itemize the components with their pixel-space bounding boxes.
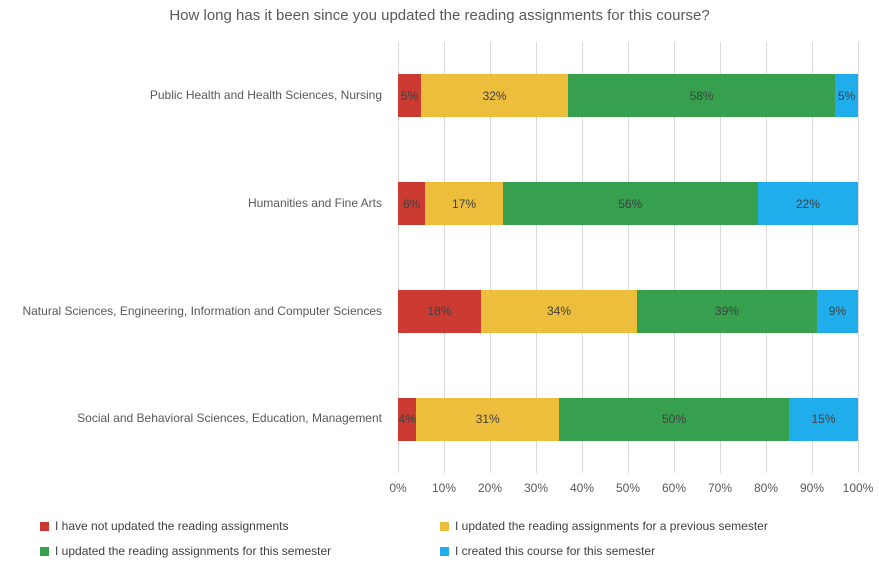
bar-data-label: 5% — [837, 88, 856, 103]
legend-item: I have not updated the reading assignmen… — [40, 519, 440, 533]
bar-data-label: 58% — [689, 88, 714, 103]
bar-segment: 31% — [416, 397, 559, 441]
bar-data-label: 22% — [795, 196, 820, 211]
category-label: Natural Sciences, Engineering, Informati… — [0, 258, 390, 366]
bar-segment: 22% — [757, 182, 858, 226]
x-tick-label: 100% — [842, 481, 874, 495]
bar-segment: 58% — [568, 74, 835, 118]
x-tick-label: 40% — [569, 481, 595, 495]
gridline — [444, 42, 445, 473]
bar-row: 5% 32% 58% 5% — [398, 74, 858, 118]
bar-segment: 34% — [480, 289, 638, 333]
gridline — [674, 42, 675, 473]
bar-row: 18% 34% 39% 9% — [398, 289, 859, 333]
legend: I have not updated the reading assignmen… — [40, 519, 852, 558]
x-tick-label: 80% — [753, 481, 779, 495]
bar-segment: 4% — [398, 397, 417, 441]
legend-item: I updated the reading assignments for a … — [440, 519, 852, 533]
bar-data-label: 15% — [811, 412, 836, 427]
bar-data-label: 31% — [475, 412, 500, 427]
bar-data-label: 5% — [400, 88, 419, 103]
bar-data-label: 4% — [398, 412, 416, 427]
bar-data-label: 50% — [661, 412, 687, 427]
x-tick-label: 90% — [799, 481, 825, 495]
chart-title: How long has it been since you updated t… — [169, 7, 710, 24]
bar-segment: 50% — [559, 397, 789, 441]
category-label-text: Public Health and Health Sciences, Nursi… — [149, 88, 382, 103]
legend-label: I updated the reading assignments for a … — [455, 519, 768, 533]
category-label: Humanities and Fine Arts — [0, 150, 390, 258]
x-axis: 0% 10% 20% 30% 40% 50% 60% 70% 80% 90% 100% — [0, 481, 879, 497]
bar-data-label: 18% — [427, 304, 452, 319]
legend-label: I have not updated the reading assignmen… — [55, 519, 289, 533]
x-tick-label: 20% — [477, 481, 503, 495]
category-label-text: Natural Sciences, Engineering, Informati… — [22, 303, 382, 318]
x-tick-label: 30% — [523, 481, 549, 495]
bar-segment: 15% — [789, 397, 858, 441]
legend-item: I created this course for this semester — [440, 544, 852, 558]
category-label-text: Humanities and Fine Arts — [247, 195, 382, 210]
bar-data-label: 56% — [618, 196, 643, 211]
bar-data-label: 32% — [482, 88, 507, 103]
bar-segment: 6% — [398, 182, 426, 226]
category-axis: Public Health and Health Sciences, Nursi… — [0, 42, 390, 473]
gridline — [536, 42, 537, 473]
bar-data-label: 6% — [402, 196, 421, 211]
gridline — [628, 42, 629, 473]
legend-swatch — [440, 521, 449, 531]
category-label: Social and Behavioral Sciences, Educatio… — [0, 365, 390, 473]
legend-label: I created this course for this semester — [455, 544, 656, 558]
gridline — [398, 42, 399, 473]
bar-data-label: 17% — [452, 196, 477, 211]
legend-item: I updated the reading assignments for th… — [40, 544, 440, 558]
legend-swatch — [440, 546, 449, 556]
x-tick-label: 0% — [389, 481, 407, 495]
category-label: Public Health and Health Sciences, Nursi… — [0, 42, 390, 150]
x-tick-label: 10% — [431, 481, 457, 495]
bar-segment: 18% — [398, 289, 481, 333]
gridline — [858, 42, 859, 473]
gridline — [582, 42, 583, 473]
legend-swatch — [40, 546, 49, 556]
bar-data-label: 39% — [714, 304, 739, 319]
bar-segment: 9% — [816, 289, 859, 333]
gridline — [766, 42, 767, 473]
x-tick-label: 60% — [661, 481, 687, 495]
x-tick-label: 50% — [615, 481, 641, 495]
bar-segment: 5% — [835, 74, 858, 118]
legend-label: I updated the reading assignments for th… — [55, 544, 332, 558]
bar-segment: 5% — [398, 74, 421, 118]
gridline — [812, 42, 813, 473]
bar-segment: 39% — [637, 289, 817, 333]
gridline — [490, 42, 491, 473]
bar-segment: 56% — [502, 182, 758, 226]
bar-data-label: 9% — [828, 304, 846, 319]
bar-row: 4% 31% 50% 15% — [398, 397, 858, 441]
category-label-text: Social and Behavioral Sciences, Educatio… — [77, 411, 382, 426]
gridline — [720, 42, 721, 473]
x-tick-label: 70% — [707, 481, 733, 495]
legend-swatch — [40, 521, 49, 531]
plot-area: 5% 32% 58% 5% 6% 17% 56% 22% 18% 34% 39% 9% 4% 31% 50%… — [398, 42, 859, 473]
bar-row: 6% 17% 56% 22% — [398, 182, 858, 226]
bar-segment: 17% — [425, 182, 503, 226]
bar-segment: 32% — [421, 74, 569, 118]
bar-data-label: 34% — [546, 304, 572, 319]
